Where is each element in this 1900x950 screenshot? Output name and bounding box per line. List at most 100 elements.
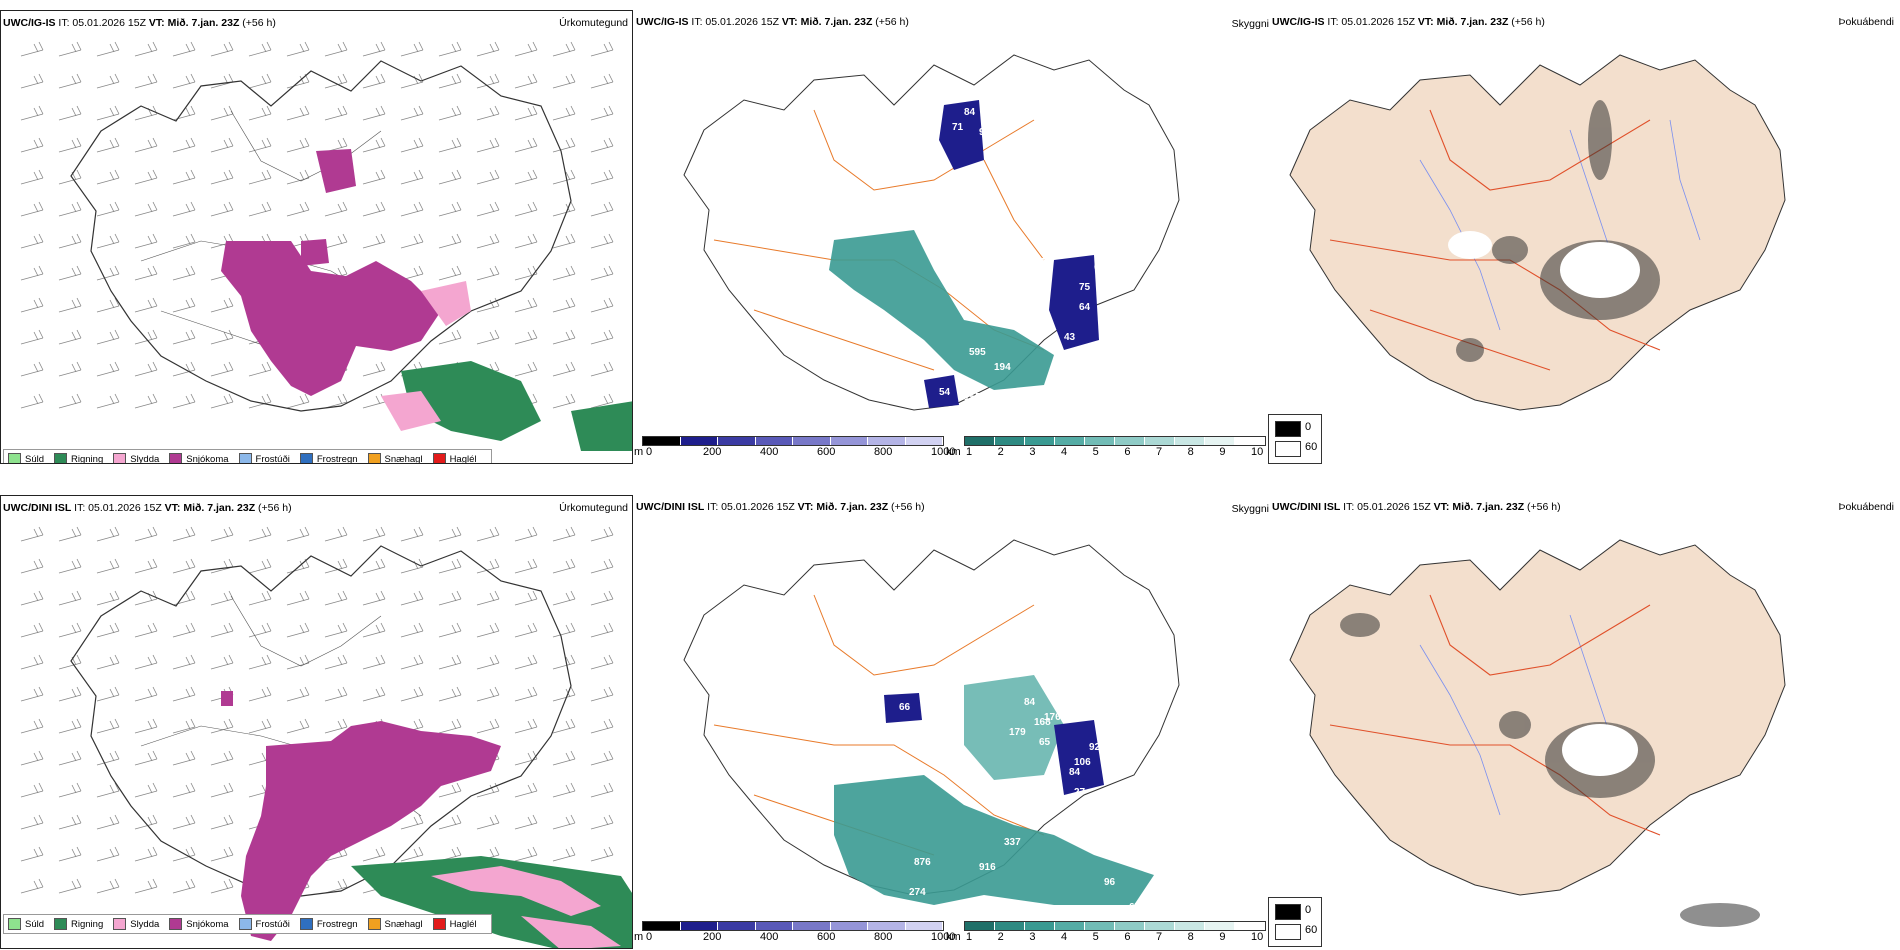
legend-label: Súld bbox=[25, 918, 45, 930]
fog-roads bbox=[1329, 594, 1661, 836]
wind-barb bbox=[172, 201, 196, 217]
visibility-value: 140 bbox=[1014, 262, 1031, 273]
legend-swatch bbox=[54, 918, 68, 930]
snow-area bbox=[221, 241, 441, 396]
colorbar-tick: 0 bbox=[646, 931, 653, 943]
wind-barb bbox=[20, 526, 44, 542]
snow-patch bbox=[221, 691, 233, 706]
wind-barb bbox=[476, 590, 500, 606]
wind-barb bbox=[590, 105, 614, 121]
wind-barb bbox=[96, 361, 120, 377]
visibility-value: 155 bbox=[964, 392, 981, 403]
legend-label: Snæhagl bbox=[384, 918, 423, 930]
wind-barb bbox=[590, 846, 614, 862]
wind-barb bbox=[590, 526, 614, 542]
colorbar-tick: 4 bbox=[1061, 446, 1068, 458]
wind-barb bbox=[552, 137, 576, 153]
wind-barb bbox=[514, 558, 538, 574]
visibility-title: Skyggni bbox=[1231, 503, 1269, 515]
wind-barb bbox=[552, 393, 576, 409]
wind-barb bbox=[20, 393, 44, 409]
wind-barb bbox=[552, 654, 576, 670]
wind-barb bbox=[20, 201, 44, 217]
wind-barb bbox=[590, 558, 614, 574]
visibility-value: 71 bbox=[952, 122, 964, 133]
wind-barb bbox=[324, 718, 348, 734]
wind-barb bbox=[552, 265, 576, 281]
wind-barb bbox=[286, 393, 310, 409]
wind-barb bbox=[248, 169, 272, 185]
wind-barb bbox=[590, 201, 614, 217]
colorbar-tick: 600 bbox=[817, 446, 836, 458]
legend-item: Frostúði bbox=[238, 918, 290, 930]
wind-barb bbox=[514, 329, 538, 345]
fog-title: Þokuábendi bbox=[1838, 16, 1894, 28]
legend-swatch bbox=[299, 453, 313, 463]
wind-barb bbox=[324, 201, 348, 217]
wind-barb bbox=[210, 105, 234, 121]
visibility-value: 194 bbox=[994, 362, 1011, 373]
wind-barb bbox=[210, 297, 234, 313]
wind-barb bbox=[96, 233, 120, 249]
wind-barb bbox=[362, 846, 386, 862]
wind-barb bbox=[476, 782, 500, 798]
wind-barb bbox=[552, 297, 576, 313]
wind-barb bbox=[248, 622, 272, 638]
wind-barb bbox=[438, 558, 462, 574]
wind-barb bbox=[20, 846, 44, 862]
colorbar-tick: 1000 bbox=[931, 931, 956, 943]
wind-barb bbox=[20, 814, 44, 830]
iceland-outline bbox=[683, 539, 1180, 896]
legend-item: Súld bbox=[8, 918, 44, 930]
wind-barb bbox=[324, 393, 348, 409]
wind-barb bbox=[286, 686, 310, 702]
visibility-value: 66 bbox=[899, 702, 911, 713]
legend-label: Frostregn bbox=[316, 918, 358, 930]
wind-barb bbox=[96, 750, 120, 766]
wind-barb bbox=[134, 622, 158, 638]
visibility-value: 274 bbox=[909, 887, 926, 898]
visibility-value: 84 bbox=[1069, 767, 1081, 778]
wind-barb bbox=[58, 814, 82, 830]
wind-barb bbox=[20, 750, 44, 766]
glacier-white bbox=[1560, 242, 1640, 298]
wind-barb bbox=[134, 265, 158, 281]
legend-swatch bbox=[367, 453, 381, 463]
wind-barb bbox=[58, 329, 82, 345]
wind-barb bbox=[438, 169, 462, 185]
wind-barb bbox=[134, 718, 158, 734]
colorbar-tick: 9 bbox=[1219, 931, 1226, 943]
visibility-value: 92 bbox=[1089, 742, 1101, 753]
wind-barb bbox=[58, 105, 82, 121]
wind-barb bbox=[514, 297, 538, 313]
fog-indicator-panel-2: UWC/DINI ISL IT: 05.01.2026 15Z VT: Mið.… bbox=[1270, 495, 1900, 949]
colorbar-tick: 8 bbox=[1187, 446, 1194, 458]
wind-barb bbox=[96, 526, 120, 542]
wind-barb bbox=[438, 782, 462, 798]
wind-barb bbox=[172, 329, 196, 345]
wind-barb bbox=[514, 201, 538, 217]
legend-label: Frostúði bbox=[255, 918, 290, 930]
wind-barb bbox=[58, 137, 82, 153]
wind-barb bbox=[286, 718, 310, 734]
wind-barb bbox=[590, 265, 614, 281]
colorbar-tick: 1 bbox=[966, 931, 973, 943]
wind-barb bbox=[58, 73, 82, 89]
wind-barb bbox=[134, 654, 158, 670]
colorbar-tick: 5 bbox=[1092, 931, 1099, 943]
colorbar-tick: 1 bbox=[966, 446, 973, 458]
wind-barb bbox=[210, 329, 234, 345]
colorbar-tick: 7 bbox=[1156, 446, 1163, 458]
wind-barb bbox=[286, 526, 310, 542]
wind-barb bbox=[20, 137, 44, 153]
colorbar-tick: 2 bbox=[997, 446, 1004, 458]
wind-barb bbox=[286, 201, 310, 217]
precip-map bbox=[20, 41, 632, 451]
wind-barb bbox=[400, 169, 424, 185]
legend-item: Slydda bbox=[113, 918, 159, 930]
wind-barb bbox=[362, 622, 386, 638]
wind-barb bbox=[590, 814, 614, 830]
wind-barb bbox=[210, 846, 234, 862]
wind-barb bbox=[286, 169, 310, 185]
visibility-value: 65 bbox=[1039, 737, 1051, 748]
